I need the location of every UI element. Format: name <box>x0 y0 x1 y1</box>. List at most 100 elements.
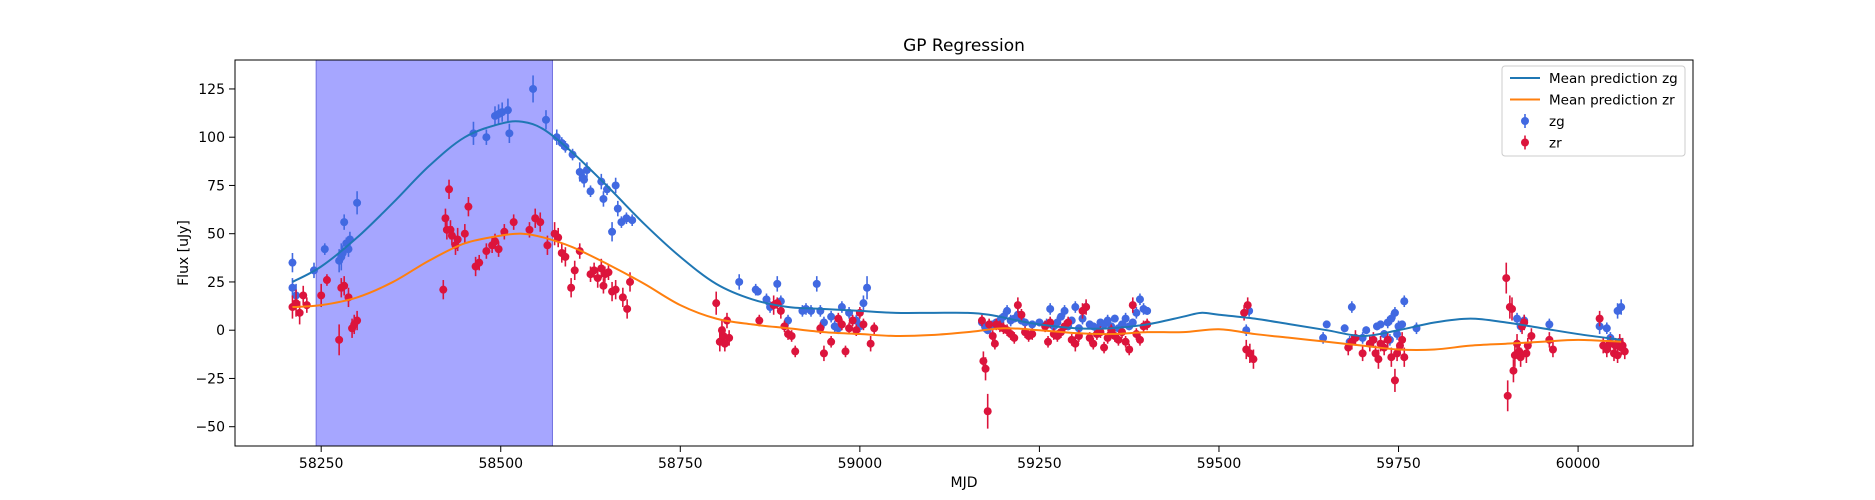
data-point <box>543 241 552 250</box>
data-point <box>1060 306 1069 315</box>
data-point <box>1527 331 1536 340</box>
data-point <box>845 324 854 333</box>
data-point <box>1393 349 1402 358</box>
data-point <box>1028 330 1037 339</box>
data-point <box>552 133 561 142</box>
legend-label: Mean prediction zg <box>1549 71 1678 87</box>
data-point <box>445 185 454 194</box>
data-point <box>816 324 825 333</box>
data-point <box>712 299 721 308</box>
data-point <box>1114 335 1123 344</box>
data-point <box>1135 295 1144 304</box>
data-point <box>599 281 608 290</box>
data-point <box>827 312 836 321</box>
data-point <box>773 279 782 288</box>
data-point <box>475 258 484 267</box>
data-point <box>1143 306 1152 315</box>
data-point <box>1548 345 1557 354</box>
data-point <box>599 194 608 203</box>
data-point <box>353 316 362 325</box>
data-point <box>288 258 297 267</box>
axes: 58250 58500 58750 59000 59250 59500 59750 60000… <box>195 59 1694 472</box>
data-point <box>985 320 994 329</box>
y-tick-label: 100 <box>198 130 225 146</box>
data-point <box>1013 301 1022 310</box>
data-point <box>586 187 595 196</box>
data-point <box>340 218 349 227</box>
data-point <box>1064 318 1073 327</box>
data-point <box>302 301 311 310</box>
legend-label: zg <box>1549 114 1565 130</box>
legend-item-zr: zr <box>1521 135 1562 152</box>
data-point <box>725 333 734 342</box>
data-point <box>1400 353 1409 362</box>
data-point <box>1344 343 1353 352</box>
legend-label: Mean prediction zr <box>1549 93 1675 109</box>
data-point <box>1003 306 1012 315</box>
data-point <box>848 316 857 325</box>
data-point <box>482 133 491 142</box>
x-axis: 58250 58500 58750 59000 59250 59500 59750 60000 <box>299 446 1600 472</box>
data-point <box>447 231 456 240</box>
data-point <box>1362 326 1371 335</box>
data-point <box>1347 303 1356 312</box>
x-tick-label: 60000 <box>1556 456 1601 472</box>
data-point <box>536 218 545 227</box>
data-point <box>1135 335 1144 344</box>
data-point <box>604 268 613 277</box>
y-tick-label: 125 <box>198 82 225 98</box>
data-point <box>1620 347 1629 356</box>
data-point <box>1245 349 1254 358</box>
data-point <box>1387 314 1396 323</box>
data-point <box>1602 324 1611 333</box>
data-point <box>353 198 362 207</box>
data-point <box>784 316 793 325</box>
y-axis: −50 −25 0 25 50 75 100 125 <box>195 82 235 436</box>
data-point <box>509 218 518 227</box>
data-point <box>593 274 602 283</box>
data-point <box>453 235 462 244</box>
data-point <box>1390 308 1399 317</box>
data-point <box>1545 320 1554 329</box>
data-point <box>1508 304 1517 313</box>
data-point <box>570 266 579 275</box>
x-tick-label: 59250 <box>1017 456 1062 472</box>
data-point <box>1617 303 1626 312</box>
x-tick-label: 58500 <box>478 456 523 472</box>
x-tick-label: 59500 <box>1197 456 1242 472</box>
data-point <box>561 252 570 261</box>
data-point <box>1128 301 1137 310</box>
data-point <box>623 304 632 313</box>
data-point <box>1044 337 1053 346</box>
legend-box <box>1501 65 1686 157</box>
data-point <box>762 295 771 304</box>
data-point <box>292 299 301 308</box>
data-point <box>503 106 512 115</box>
data-point <box>1046 304 1055 313</box>
data-point <box>1516 353 1525 362</box>
data-point <box>1522 349 1531 358</box>
data-point <box>755 316 764 325</box>
data-point <box>1240 308 1249 317</box>
chart-title: GP Regression <box>903 36 1025 56</box>
data-point <box>1398 320 1407 329</box>
data-point <box>1249 355 1258 364</box>
data-point <box>335 335 344 344</box>
data-point <box>505 129 514 138</box>
x-axis-label: MJD <box>951 475 978 491</box>
y-tick-label: −50 <box>195 420 225 436</box>
data-point <box>554 233 563 242</box>
legend-label: zr <box>1549 136 1562 152</box>
data-point <box>720 339 729 348</box>
data-point <box>317 291 326 300</box>
data-point <box>1017 310 1026 319</box>
data-point <box>1398 335 1407 344</box>
data-point <box>613 204 622 213</box>
data-point <box>1125 345 1134 354</box>
data-point <box>608 227 617 236</box>
data-point <box>1502 274 1511 283</box>
data-point <box>567 283 576 292</box>
data-point <box>1595 314 1604 323</box>
data-point <box>977 316 986 325</box>
